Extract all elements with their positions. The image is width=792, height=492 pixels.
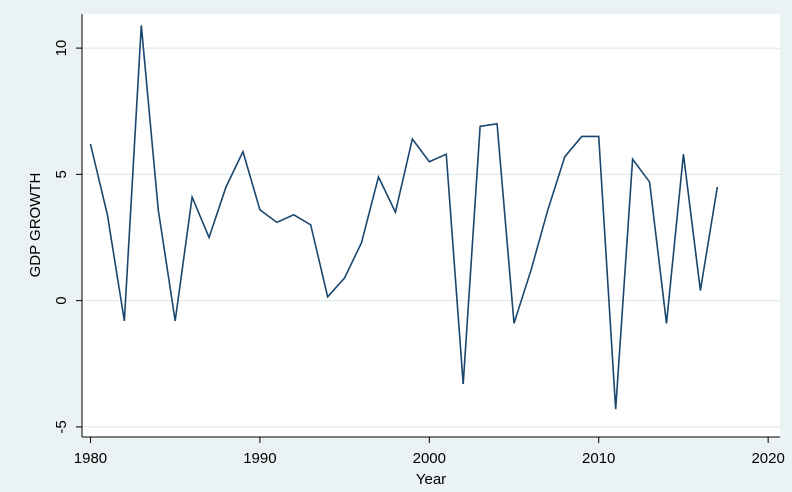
x-tick-label: 2000 bbox=[413, 450, 446, 467]
y-tick-label: 5 bbox=[53, 170, 70, 178]
x-tick-label: 1980 bbox=[74, 450, 107, 467]
y-tick-label: 10 bbox=[53, 40, 70, 57]
x-axis-label: Year bbox=[416, 471, 446, 487]
x-tick-label: 2010 bbox=[582, 450, 615, 467]
y-axis-label: GDP GROWTH bbox=[27, 173, 44, 278]
y-tick-label: -5 bbox=[53, 420, 70, 433]
x-tick-label: 1990 bbox=[243, 450, 276, 467]
y-tick-label: 0 bbox=[53, 296, 70, 304]
x-tick-label: 2020 bbox=[751, 450, 784, 467]
data-line bbox=[89, 25, 719, 410]
plot-area bbox=[82, 14, 780, 437]
